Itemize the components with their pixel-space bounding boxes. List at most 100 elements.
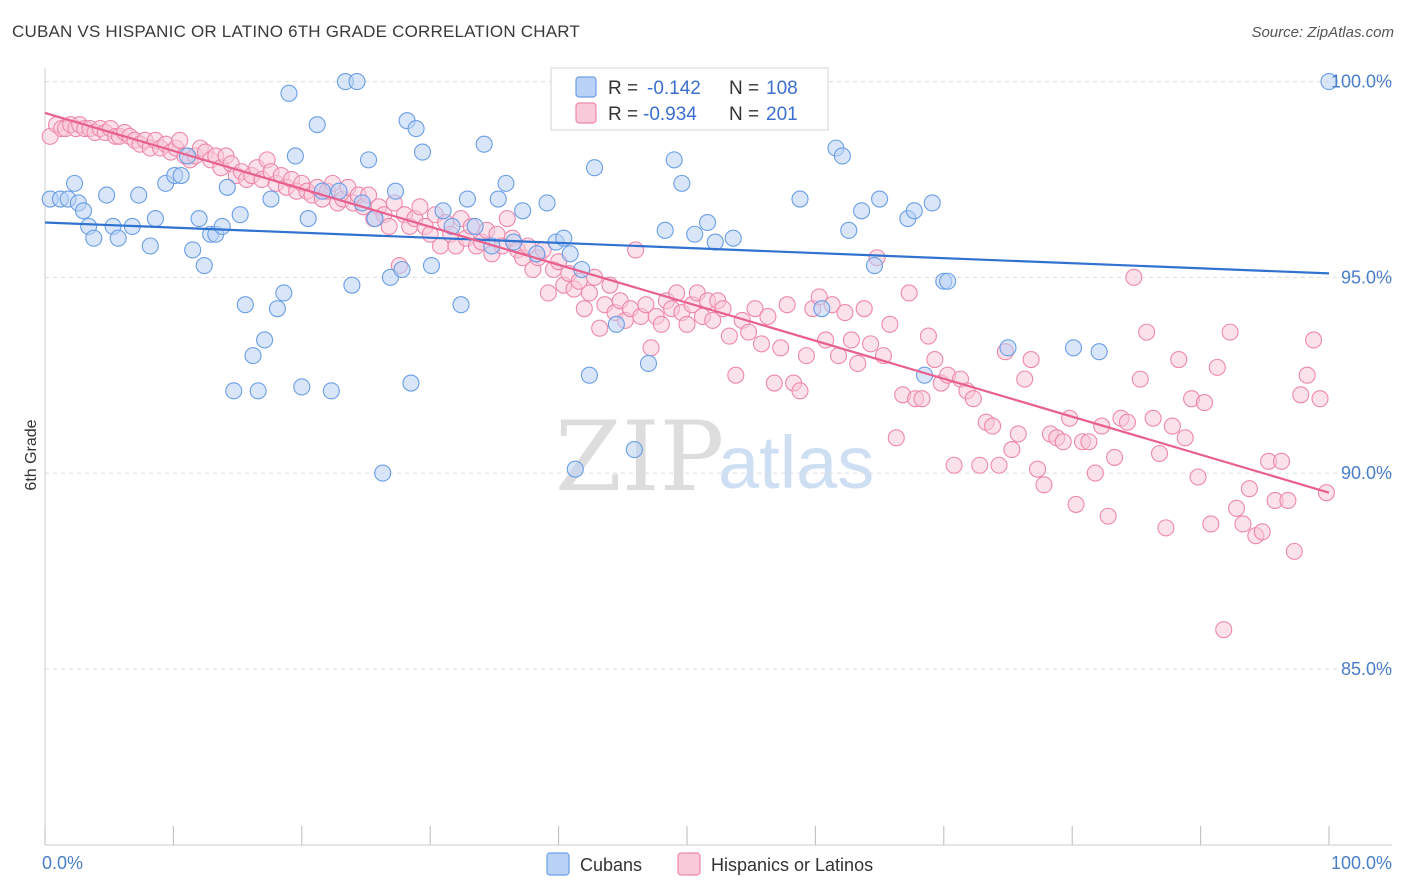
cuban-point-49 [374,464,392,482]
hispanic-point-137 [746,300,764,318]
cuban-point-88 [791,190,809,208]
cuban-point-26 [225,382,243,400]
hispanic-point-206 [1189,468,1207,486]
hispanic-point-201 [1157,519,1175,537]
y-axis-label: 6th Grade [23,419,40,490]
series-hispanics [41,116,1335,639]
cuban-point-68 [514,202,532,220]
hispanic-point-90 [498,210,516,228]
legend-box [550,67,829,131]
bottom-legend-swatch-cubans [546,852,570,876]
hispanic-point-144 [791,382,809,400]
cuban-point-34 [275,284,293,302]
hispanic-point-225 [1311,390,1329,408]
cuban-point-81 [656,221,674,239]
chart-title: CUBAN VS HISPANIC OR LATINO 6TH GRADE CO… [12,22,580,41]
hispanic-point-158 [881,315,899,333]
hispanic-point-187 [1067,495,1085,513]
hispanic-point-117 [637,296,655,314]
cuban-point-52 [393,260,411,279]
legend-swatch-cubans [575,76,597,98]
cuban-point-45 [348,73,366,91]
cuban-point-101 [939,272,957,290]
hispanic-point-182 [1035,476,1053,494]
legend-r-value-1: -0.142 [647,78,701,99]
cuban-point-86 [706,233,724,251]
hispanic-point-130 [704,311,722,329]
hispanics-trend-line [44,111,1330,494]
cuban-point-82 [665,151,683,169]
hispanic-point-136 [740,323,758,341]
cuban-point-14 [146,210,164,228]
hispanic-point-105 [575,300,593,318]
cuban-point-79 [625,441,643,459]
hispanic-point-214 [1240,480,1258,498]
hispanic-point-193 [1106,448,1124,466]
hispanic-point-175 [990,456,1008,474]
y-tick-label-2: 95.0% [1341,267,1392,287]
hispanic-point-141 [772,339,790,357]
gridlines [45,81,1392,670]
bottom-legend-hispanics: Hispanics or Latinos [711,855,873,875]
hispanic-point-140 [765,374,783,392]
cuban-point-73 [561,245,579,263]
cuban-point-80 [639,354,658,373]
hispanic-point-222 [1292,386,1310,404]
hispanic-point-223 [1298,366,1316,384]
hispanic-point-209 [1208,358,1226,376]
hispanic-point-133 [720,327,738,345]
legend-r-label-1: R = [608,78,638,99]
cuban-point-55 [407,120,425,138]
cuban-point-95 [871,190,889,208]
cuban-point-51 [386,182,405,200]
hispanic-point-153 [849,354,867,373]
cuban-point-57 [422,257,441,275]
hispanic-point-67 [380,217,398,235]
hispanic-point-219 [1272,452,1291,470]
hispanic-point-115 [627,241,645,259]
cuban-point-37 [293,378,311,396]
hispanic-point-213 [1234,515,1252,533]
cuban-point-61 [458,190,476,208]
cuban-point-84 [686,225,704,243]
hispanic-point-192 [1099,507,1117,525]
hispanic-point-190 [1086,464,1104,482]
cuban-point-85 [698,213,717,232]
cuban-point-58 [434,202,452,220]
cuban-point-17 [172,166,190,185]
hispanic-point-211 [1221,323,1239,341]
watermark-atlas: atlas [718,421,874,504]
hispanic-point-197 [1131,370,1149,388]
cuban-point-60 [452,296,470,314]
hispanic-point-195 [1118,413,1136,431]
cuban-point-8 [98,186,116,204]
hispanic-point-145 [797,347,815,365]
hispanic-point-163 [913,390,931,408]
cuban-point-21 [195,257,213,275]
cuban-point-32 [262,190,280,208]
cuban-point-74 [566,460,584,478]
cuban-point-39 [308,116,326,134]
cuban-point-97 [905,202,923,220]
hispanic-point-212 [1228,499,1246,517]
legend-n-value-2: 201 [766,104,798,125]
y-tick-label-0: 85.0% [1341,659,1392,679]
axes [44,68,1392,846]
hispanic-point-210 [1215,621,1233,639]
x-tick-label-1: 100.0% [1331,853,1392,873]
cuban-point-31 [256,331,274,349]
hispanic-point-200 [1150,444,1169,463]
hispanic-point-125 [678,315,696,333]
hispanic-point-155 [862,335,880,353]
cuban-point-56 [413,143,432,161]
hispanic-point-220 [1279,491,1297,510]
hispanic-point-179 [1016,370,1034,388]
cuban-point-89 [813,300,831,318]
cuban-point-19 [184,241,202,259]
cuban-point-105 [1320,73,1338,91]
cuban-point-103 [1064,339,1083,357]
cuban-point-30 [249,382,267,400]
cuban-point-29 [244,347,262,365]
hispanic-point-138 [752,335,771,353]
